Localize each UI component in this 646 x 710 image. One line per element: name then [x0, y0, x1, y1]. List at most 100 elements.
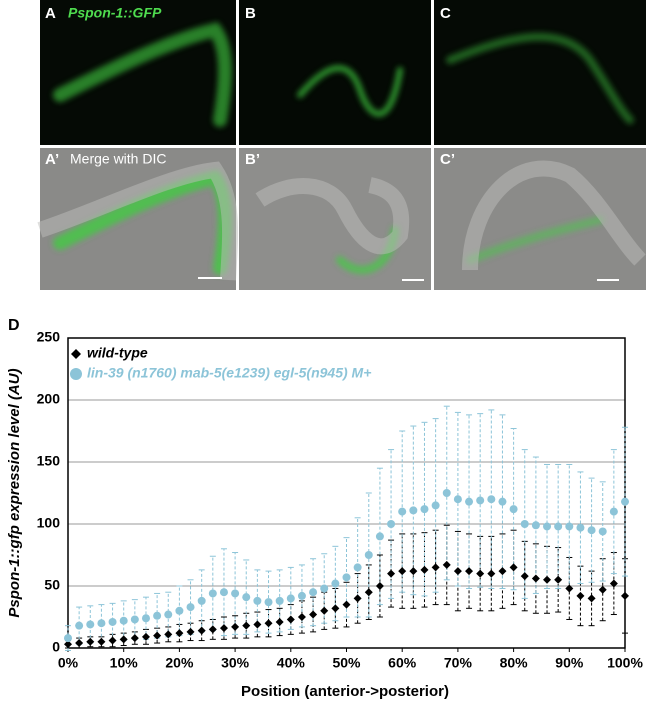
data-point [75, 639, 84, 648]
data-point [431, 563, 440, 572]
data-point [498, 497, 507, 506]
data-point [342, 600, 351, 609]
data-point [609, 579, 618, 588]
data-point [219, 588, 228, 597]
data-point [309, 610, 318, 619]
data-point [554, 575, 563, 584]
error-bar [488, 409, 495, 589]
microscopy-panels: A Pspon-1::GFP B C A’ Merge with DIC B’ … [37, 0, 646, 290]
error-bar [265, 609, 272, 638]
x-tick-label: 30% [221, 655, 250, 671]
data-point [309, 588, 318, 597]
data-point [509, 505, 518, 514]
data-point [420, 505, 429, 514]
plot-frame [67, 337, 626, 649]
panel-label: B [245, 5, 256, 22]
data-point [130, 634, 139, 643]
data-point [431, 501, 440, 510]
data-point [487, 569, 496, 578]
data-point [164, 630, 173, 639]
error-bar [343, 537, 350, 618]
x-tick-label: 90% [555, 655, 584, 671]
y-tick-label: 200 [37, 391, 61, 407]
x-tick-label: 100% [607, 655, 643, 671]
data-point [186, 603, 195, 612]
data-point [119, 635, 128, 644]
data-point [576, 523, 585, 532]
data-point [141, 614, 150, 623]
data-point [208, 589, 217, 598]
y-tick-label: 50 [44, 577, 60, 593]
data-point [598, 585, 607, 594]
panel-label: A [45, 5, 56, 22]
data-point [231, 622, 240, 631]
legend-marker [71, 349, 81, 359]
data-point [297, 613, 306, 621]
x-tick-label: 80% [500, 655, 529, 671]
error-bar [287, 604, 294, 635]
x-tick-label: 10% [110, 655, 139, 671]
data-point [531, 521, 540, 530]
x-tick-label: 70% [444, 655, 473, 671]
panel-caption: Pspon-1::GFP [68, 5, 162, 21]
error-bar [532, 543, 539, 614]
y-tick-label: 0 [52, 639, 60, 655]
data-point [520, 520, 529, 528]
panel-caption: Merge with DIC [70, 151, 166, 167]
data-point [253, 596, 262, 605]
y-axis-label: Pspon-1::gfp expression level (AU) [6, 368, 23, 617]
data-point [286, 615, 295, 624]
x-tick-label: 60% [388, 655, 417, 671]
panel-label: D [8, 317, 20, 334]
x-axis-label: Position (anterior->posterior) [241, 683, 449, 700]
panel-label: B’ [245, 151, 260, 168]
data-point [453, 567, 462, 576]
data-point [587, 526, 596, 535]
data-point [498, 567, 507, 576]
data-point [219, 624, 228, 633]
legend-marker [70, 368, 82, 380]
data-point [86, 637, 95, 646]
data-point [487, 495, 496, 504]
data-point [130, 615, 139, 624]
data-point [64, 634, 72, 643]
data-point [297, 591, 306, 600]
data-point [64, 640, 72, 649]
data-point [97, 619, 106, 628]
data-point [565, 522, 574, 531]
panel-label: A’ [45, 151, 59, 168]
data-point [275, 596, 284, 605]
data-point [108, 617, 117, 626]
data-point [520, 572, 529, 581]
data-point [75, 621, 84, 630]
error-bar [376, 467, 383, 606]
data-point [409, 567, 418, 576]
data-point [453, 495, 462, 504]
data-point [621, 497, 629, 506]
data-point [186, 627, 195, 636]
data-point [197, 626, 206, 635]
error-bar [599, 481, 606, 582]
data-point [208, 625, 217, 634]
data-point [342, 573, 351, 582]
panel-label: C’ [440, 151, 455, 168]
data-point [531, 574, 540, 583]
legend-label: wild-type [87, 345, 148, 361]
data-point [442, 560, 451, 569]
error-bar [622, 426, 628, 577]
data-point [164, 610, 173, 619]
data-point [398, 507, 407, 516]
data-point [387, 569, 396, 578]
data-point [509, 563, 518, 572]
data-point [621, 591, 629, 600]
data-point [141, 632, 150, 641]
data-point [543, 522, 552, 531]
data-point [375, 582, 384, 590]
data-point [331, 604, 340, 613]
data-point [576, 591, 585, 600]
data-point [353, 594, 362, 603]
data-point [320, 606, 329, 615]
data-point [565, 584, 574, 593]
y-tick-label: 250 [37, 329, 61, 345]
panel-label: C [440, 5, 451, 22]
